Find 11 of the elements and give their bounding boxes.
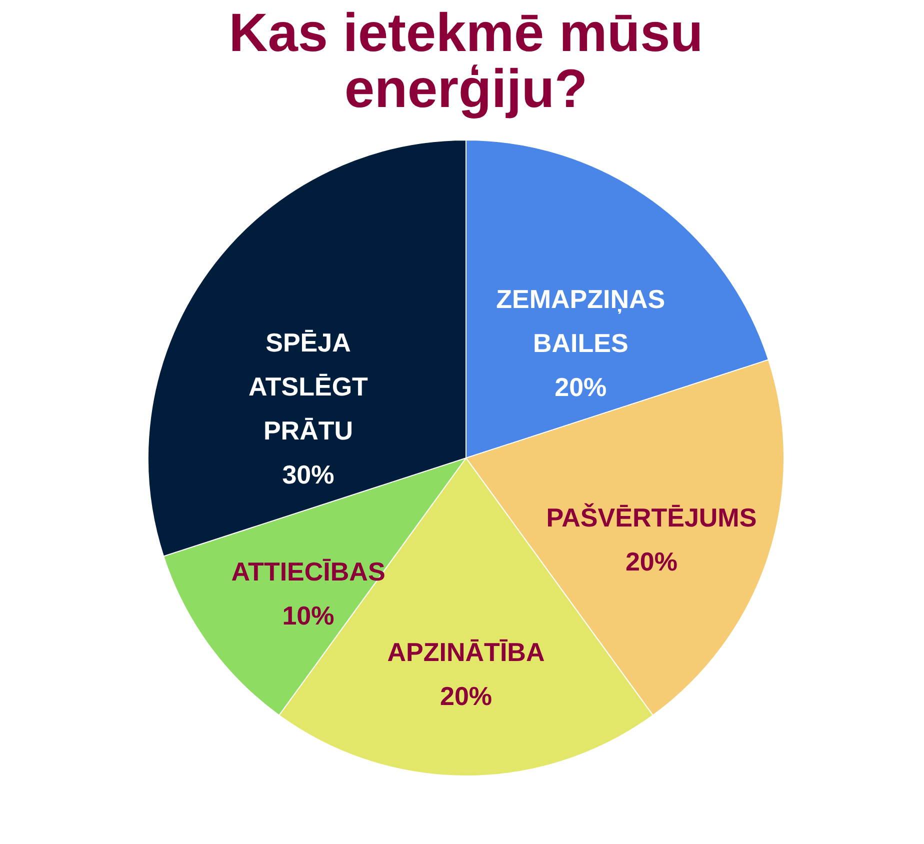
slice-label: SPĒJA ATSLĒGT PRĀTU	[248, 327, 368, 446]
data-label: 20%	[625, 546, 678, 576]
chart-title: Kas ietekmē mūsu enerģiju?	[228, 3, 704, 119]
slice-label: ATTIECĪBAS	[231, 556, 386, 587]
slice-label: ZEMAPZIŅAS BAILES	[496, 284, 666, 358]
data-label: 10%	[282, 600, 334, 631]
data-label: 30%	[282, 459, 334, 490]
slice-label: APZINĀTĪBA	[387, 637, 545, 667]
slice-label: PAŠVĒRTĒJUMS	[546, 502, 757, 532]
data-label: 20%	[440, 681, 492, 711]
data-label: 20%	[554, 372, 607, 402]
